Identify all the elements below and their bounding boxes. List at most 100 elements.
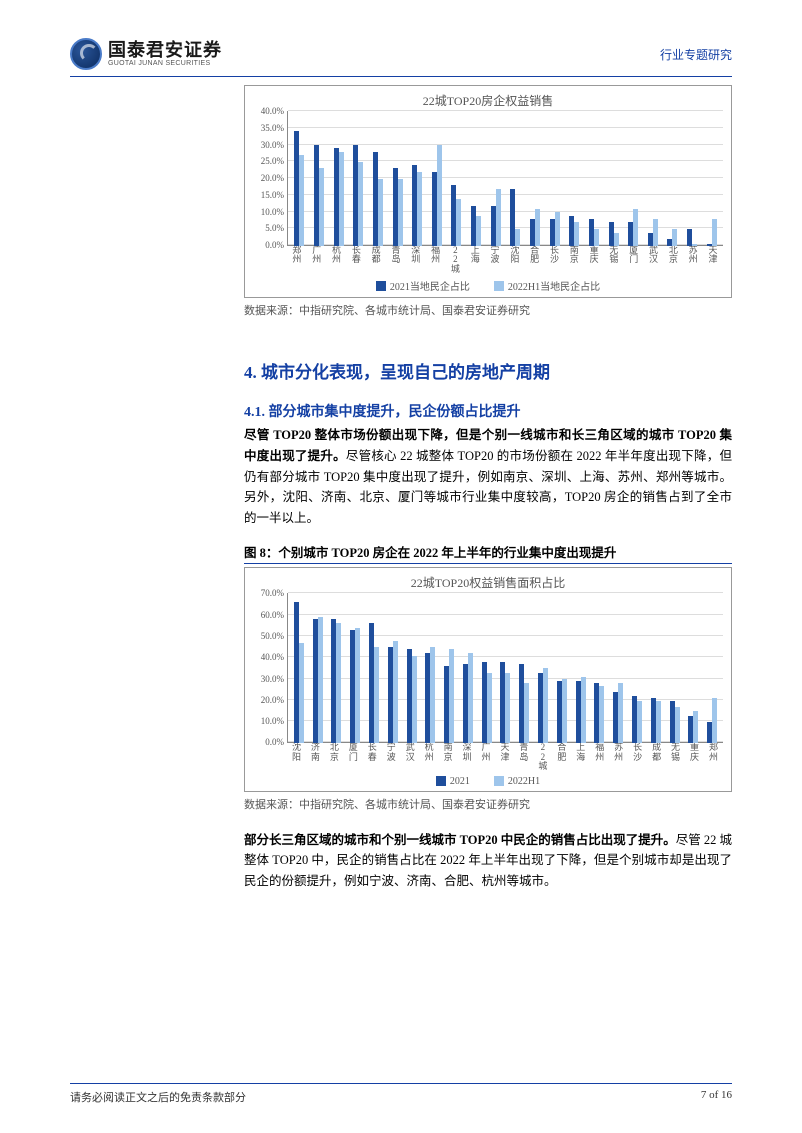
bar-series-2 — [618, 683, 623, 743]
bar-group — [365, 623, 383, 743]
y-tick-label: 10.0% — [261, 716, 284, 726]
x-tick-label: 济南 — [306, 743, 325, 771]
footer-disclaimer: 请务必阅读正文之后的免责条款部分 — [70, 1089, 246, 1105]
bar-series-2 — [319, 168, 324, 246]
bar-group — [310, 145, 329, 246]
bar-series-2 — [599, 686, 604, 744]
chart-1-bars — [288, 111, 723, 246]
bar-series-2 — [496, 189, 501, 246]
bar-group — [703, 698, 721, 743]
y-tick-label: 35.0% — [261, 123, 284, 133]
bar-series-2 — [430, 647, 435, 743]
legend-label: 2022H1当地民企占比 — [508, 278, 600, 293]
bar-series-2 — [398, 179, 403, 247]
x-tick-label: 北京 — [663, 246, 683, 274]
logo-en: GUOTAI JUNAN SECURITIES — [108, 60, 222, 67]
bar-group — [624, 209, 643, 246]
bar-group — [478, 662, 496, 743]
bar-group — [349, 145, 368, 246]
x-tick-label: 合肥 — [525, 246, 545, 274]
bar-group — [346, 628, 364, 744]
logo-text: 国泰君安证券 GUOTAI JUNAN SECURITIES — [108, 41, 222, 67]
bar-group — [486, 189, 505, 246]
heading-4: 4. 城市分化表现，呈现自己的房地产周期 — [244, 358, 732, 383]
legend-label: 2021当地民企占比 — [390, 278, 470, 293]
bar-group — [309, 617, 327, 743]
paragraph-2-bold: 部分长三角区域的城市和个别一线城市 TOP20 中民企的销售占比出现了提升。 — [244, 833, 676, 847]
y-tick-label: 25.0% — [261, 156, 284, 166]
x-tick-label: 天津 — [495, 743, 514, 771]
bar-group — [369, 152, 388, 247]
x-tick-label: 成都 — [647, 743, 666, 771]
y-tick-label: 0.0% — [265, 737, 284, 747]
bar-group — [526, 209, 545, 246]
bar-group — [572, 677, 590, 743]
bar-group — [684, 711, 702, 743]
bar-group — [290, 602, 308, 743]
y-tick-label: 70.0% — [261, 588, 284, 598]
bar-series-2 — [555, 212, 560, 246]
bar-series-2 — [505, 673, 510, 744]
y-tick-label: 0.0% — [265, 240, 284, 250]
chart-2-bars — [288, 593, 723, 743]
bar-series-2 — [378, 179, 383, 247]
x-tick-label: 苏州 — [609, 743, 628, 771]
legend-swatch — [376, 281, 386, 291]
chart-2-source: 数据来源：中指研究院、各城市统计局、国泰君安证券研究 — [244, 796, 732, 812]
bar-group — [647, 698, 665, 743]
bar-series-2 — [543, 668, 548, 743]
bar-group — [609, 683, 627, 743]
bar-series-2 — [653, 219, 658, 246]
y-tick-label: 20.0% — [261, 173, 284, 183]
x-tick-label: 天津 — [703, 246, 723, 274]
bar-series-2 — [562, 679, 567, 743]
bar-group — [534, 668, 552, 743]
heading-4-1: 4.1. 部分城市集中度提升，民企份额占比提升 — [244, 401, 732, 421]
bar-group — [408, 165, 427, 246]
bar-group — [388, 168, 407, 246]
bar-group — [328, 619, 346, 743]
bar-series-2 — [594, 229, 599, 246]
bar-group — [384, 641, 402, 744]
chart-2-title: 22城TOP20权益销售面积占比 — [253, 574, 723, 591]
x-tick-label: 长春 — [363, 743, 382, 771]
x-tick-label: 22城 — [533, 743, 552, 771]
x-tick-label: 广州 — [307, 246, 327, 274]
bar-series-2 — [656, 701, 661, 744]
legend-item: 2021 — [436, 776, 470, 787]
chart-1-container: 22城TOP20房企权益销售 0.0%5.0%10.0%15.0%20.0%25… — [244, 85, 732, 298]
bar-series-2 — [374, 647, 379, 743]
x-tick-label: 沈阳 — [505, 246, 525, 274]
bar-group — [545, 212, 564, 246]
y-tick-label: 15.0% — [261, 190, 284, 200]
page-footer: 请务必阅读正文之后的免责条款部分 7 of 16 — [70, 1083, 732, 1105]
bar-series-2 — [299, 155, 304, 246]
x-tick-label: 长春 — [346, 246, 366, 274]
company-logo-icon — [70, 38, 102, 70]
bar-group — [644, 219, 663, 246]
bar-series-2 — [675, 707, 680, 743]
bar-series-2 — [437, 145, 442, 246]
legend-item: 2021当地民企占比 — [376, 278, 470, 293]
bar-group — [628, 696, 646, 743]
legend-swatch — [494, 281, 504, 291]
bar-group — [290, 131, 309, 246]
x-tick-label: 杭州 — [420, 743, 439, 771]
chart-2-container: 22城TOP20权益销售面积占比 0.0%10.0%20.0%30.0%40.0… — [244, 567, 732, 791]
bar-series-2 — [476, 216, 481, 246]
bar-group — [329, 148, 348, 246]
paragraph-1: 尽管 TOP20 整体市场份额出现下降，但是个别一线城市和长三角区域的城市 TO… — [244, 425, 732, 528]
x-tick-label: 苏州 — [683, 246, 703, 274]
doc-category: 行业专题研究 — [660, 46, 732, 63]
x-tick-label: 无锡 — [604, 246, 624, 274]
x-tick-label: 深圳 — [406, 246, 426, 274]
bar-series-2 — [535, 209, 540, 246]
logo-block: 国泰君安证券 GUOTAI JUNAN SECURITIES — [70, 38, 222, 70]
bar-group — [447, 185, 466, 246]
main-content: 22城TOP20房企权益销售 0.0%5.0%10.0%15.0%20.0%25… — [70, 85, 732, 892]
bar-group — [421, 647, 439, 743]
y-tick-label: 20.0% — [261, 695, 284, 705]
bar-series-2 — [693, 711, 698, 743]
bar-series-2 — [581, 677, 586, 743]
chart-1-legend: 2021当地民企占比 2022H1当地民企占比 — [253, 278, 723, 293]
